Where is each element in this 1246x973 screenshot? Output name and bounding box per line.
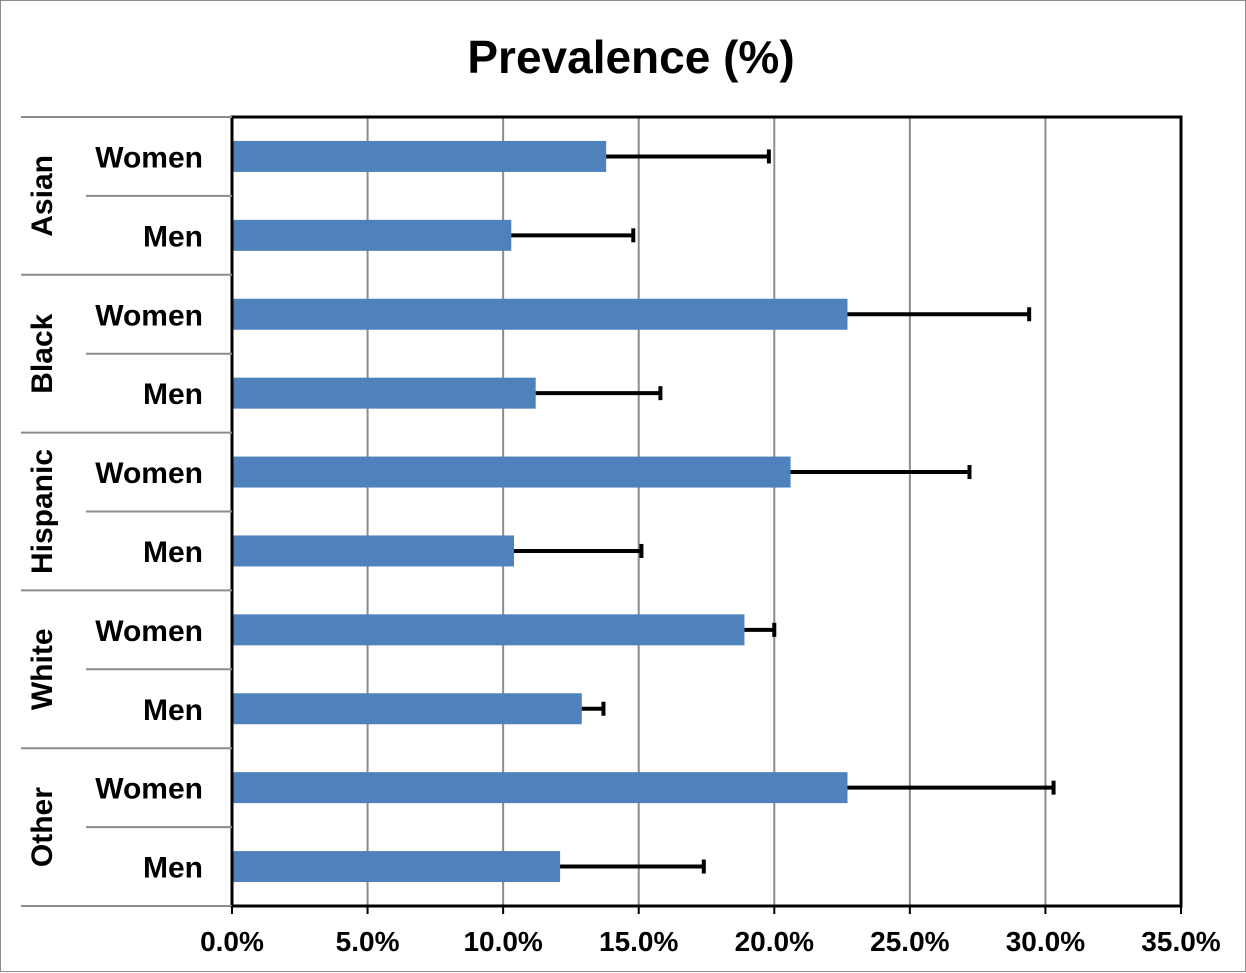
category-label: Women — [95, 299, 203, 332]
x-tick-label: 5.0% — [336, 926, 400, 957]
x-tick-label: 10.0% — [463, 926, 542, 957]
bars — [232, 140, 848, 883]
category-label: Women — [95, 457, 203, 490]
category-label: Women — [95, 773, 203, 806]
group-label: Black — [26, 313, 59, 393]
category-label: Men — [143, 852, 203, 885]
y-axis-labels: Women Men Women Men Women Men Women Men Women Men… — [21, 116, 232, 907]
bar — [232, 140, 607, 172]
group-label: Asian — [26, 155, 59, 237]
category-label: Women — [95, 141, 203, 174]
group-label: Hispanic — [26, 449, 59, 574]
bar — [232, 851, 561, 883]
category-label: Women — [95, 615, 203, 648]
category-label: Men — [143, 694, 203, 727]
x-tick-label: 30.0% — [1006, 926, 1085, 957]
error-bars — [511, 149, 1056, 874]
bar — [232, 535, 514, 567]
category-label: Men — [143, 378, 203, 411]
x-tick-label: 35.0% — [1141, 926, 1220, 957]
x-tick-label: 0.0% — [200, 926, 264, 957]
bar — [232, 772, 848, 804]
x-tick-label: 15.0% — [599, 926, 678, 957]
category-label: Men — [143, 536, 203, 569]
group-label: White — [26, 628, 59, 710]
group-label: Other — [26, 787, 59, 867]
category-label: Men — [143, 220, 203, 253]
bar — [232, 219, 512, 251]
x-tick-label: 20.0% — [735, 926, 814, 957]
bar — [232, 377, 536, 409]
bar — [232, 614, 745, 646]
bar — [232, 298, 848, 330]
bar — [232, 693, 582, 725]
bar — [232, 456, 791, 488]
x-tick-label: 25.0% — [870, 926, 949, 957]
chart-title: Prevalence (%) — [467, 31, 794, 83]
x-axis-ticks: 0.0% 5.0% 10.0% 15.0% 20.0% 25.0% 30.0% 35.0% — [200, 906, 1221, 957]
